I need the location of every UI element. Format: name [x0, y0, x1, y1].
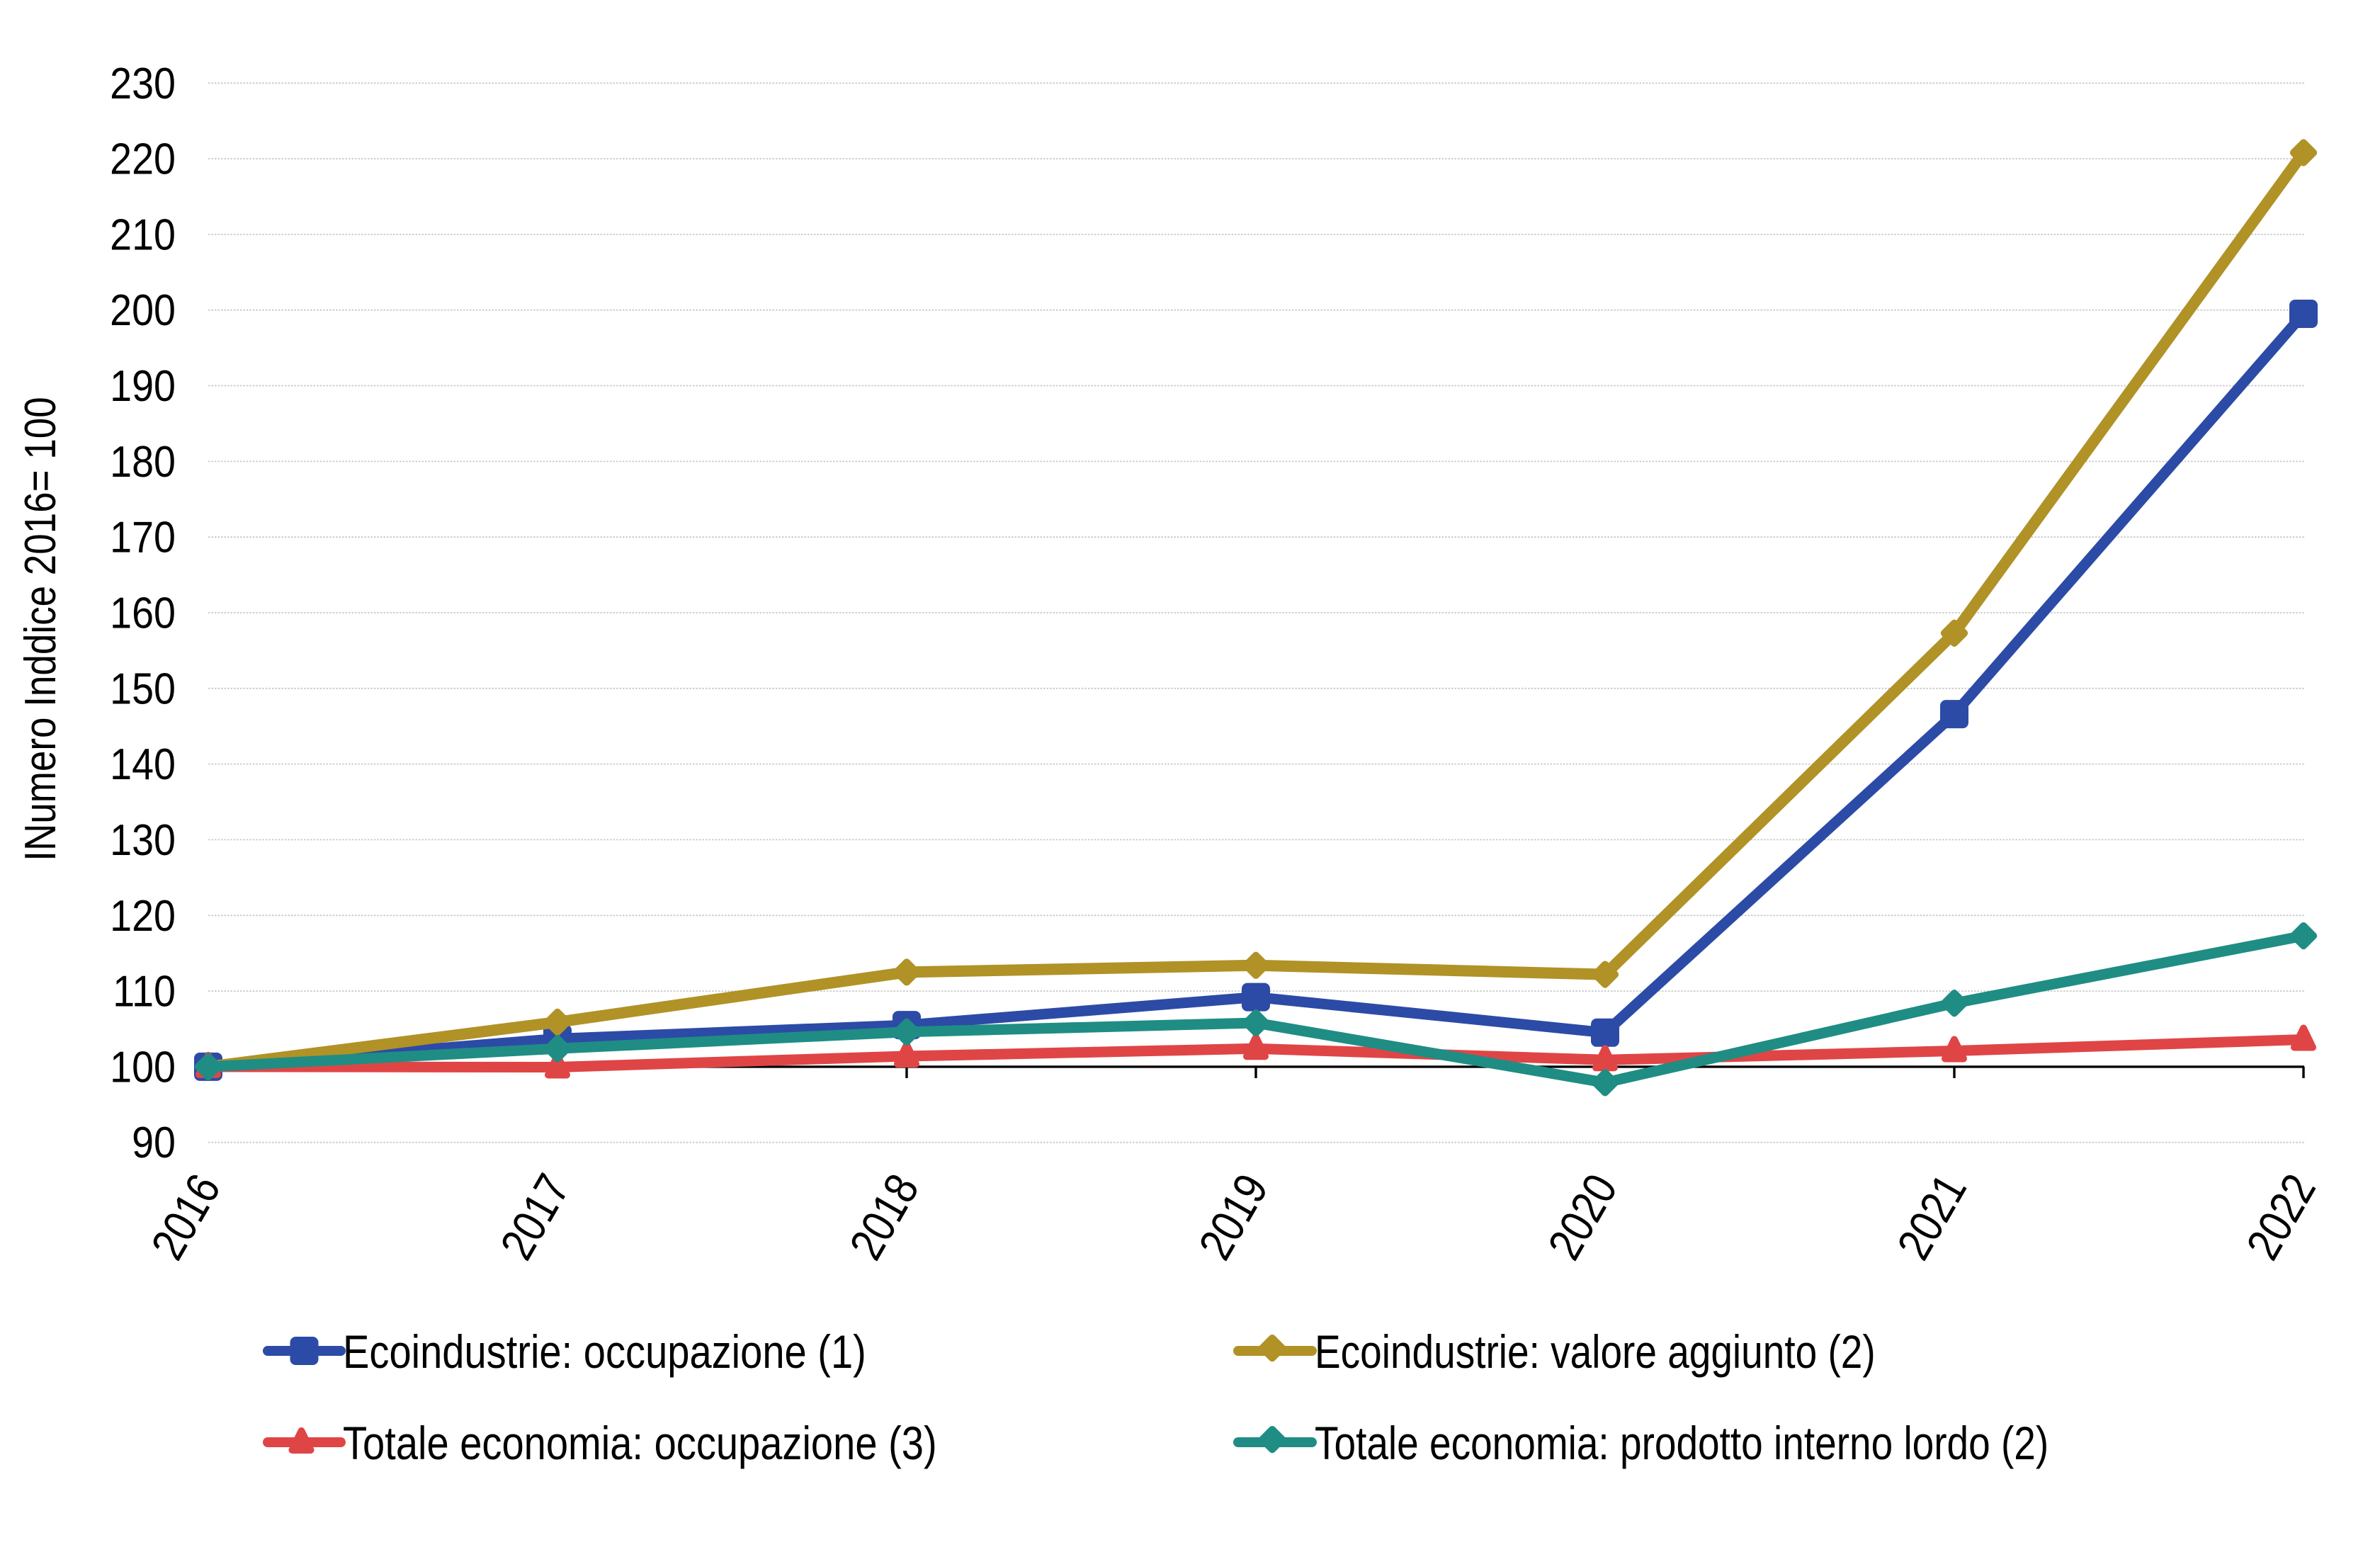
svg-text:220: 220	[110, 134, 176, 184]
svg-text:160: 160	[110, 587, 176, 638]
svg-text:230: 230	[110, 58, 176, 108]
svg-text:190: 190	[110, 361, 176, 411]
svg-text:100: 100	[110, 1041, 176, 1092]
svg-text:90: 90	[132, 1117, 176, 1167]
svg-text:Ecoindustrie: occupazione (1): Ecoindustrie: occupazione (1)	[343, 1326, 866, 1378]
svg-text:150: 150	[110, 663, 176, 713]
svg-text:140: 140	[110, 739, 176, 789]
svg-text:Totale economia: prodotto inte: Totale economia: prodotto interno lordo …	[1315, 1417, 2048, 1469]
svg-text:INumero Inddice 2016= 100: INumero Inddice 2016= 100	[16, 397, 65, 861]
svg-text:210: 210	[110, 209, 176, 259]
svg-text:200: 200	[110, 285, 176, 335]
svg-text:130: 130	[110, 815, 176, 865]
svg-text:120: 120	[110, 890, 176, 941]
svg-text:Totale economia: occupazione (: Totale economia: occupazione (3)	[343, 1417, 937, 1469]
svg-text:180: 180	[110, 436, 176, 487]
svg-text:Ecoindustrie: valore aggiunto: Ecoindustrie: valore aggiunto (2)	[1315, 1325, 1876, 1378]
svg-text:170: 170	[110, 512, 176, 562]
svg-text:110: 110	[113, 966, 176, 1017]
